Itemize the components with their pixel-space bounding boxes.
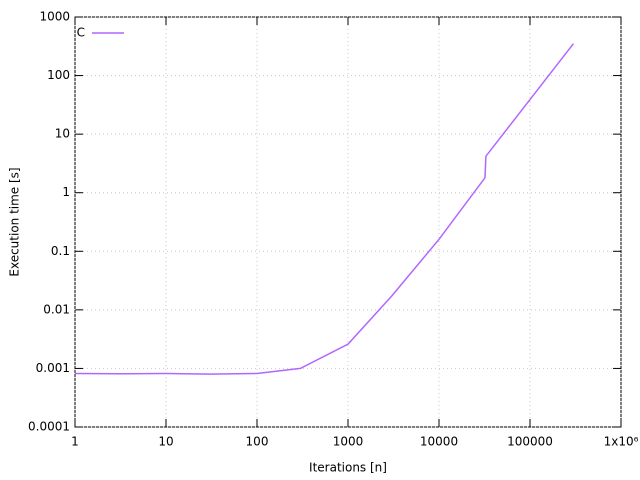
x-tick-label: 100000 — [507, 435, 553, 449]
y-tick-label: 1 — [62, 185, 70, 199]
x-tick-label: 1 — [71, 435, 79, 449]
y-tick-label: 0.0001 — [28, 420, 70, 434]
legend-label: C — [77, 26, 85, 40]
y-tick-label: 10 — [55, 127, 70, 141]
x-axis-label: Iterations [n] — [309, 461, 387, 475]
y-axis-label: Execution time [s] — [8, 167, 22, 276]
x-tick-label: 1x10⁶ — [604, 435, 639, 449]
x-tick-label: 100 — [246, 435, 269, 449]
y-tick-label: 100 — [47, 68, 70, 82]
x-tick-label: 10 — [158, 435, 173, 449]
y-tick-label: 1000 — [39, 10, 70, 24]
data-line — [74, 43, 575, 375]
y-tick-label: 0.1 — [51, 244, 70, 258]
y-tick-label: 0.001 — [36, 361, 70, 375]
y-tick-label: 0.01 — [43, 302, 70, 316]
x-tick-label: 10000 — [420, 435, 458, 449]
x-tick-label: 1000 — [333, 435, 364, 449]
